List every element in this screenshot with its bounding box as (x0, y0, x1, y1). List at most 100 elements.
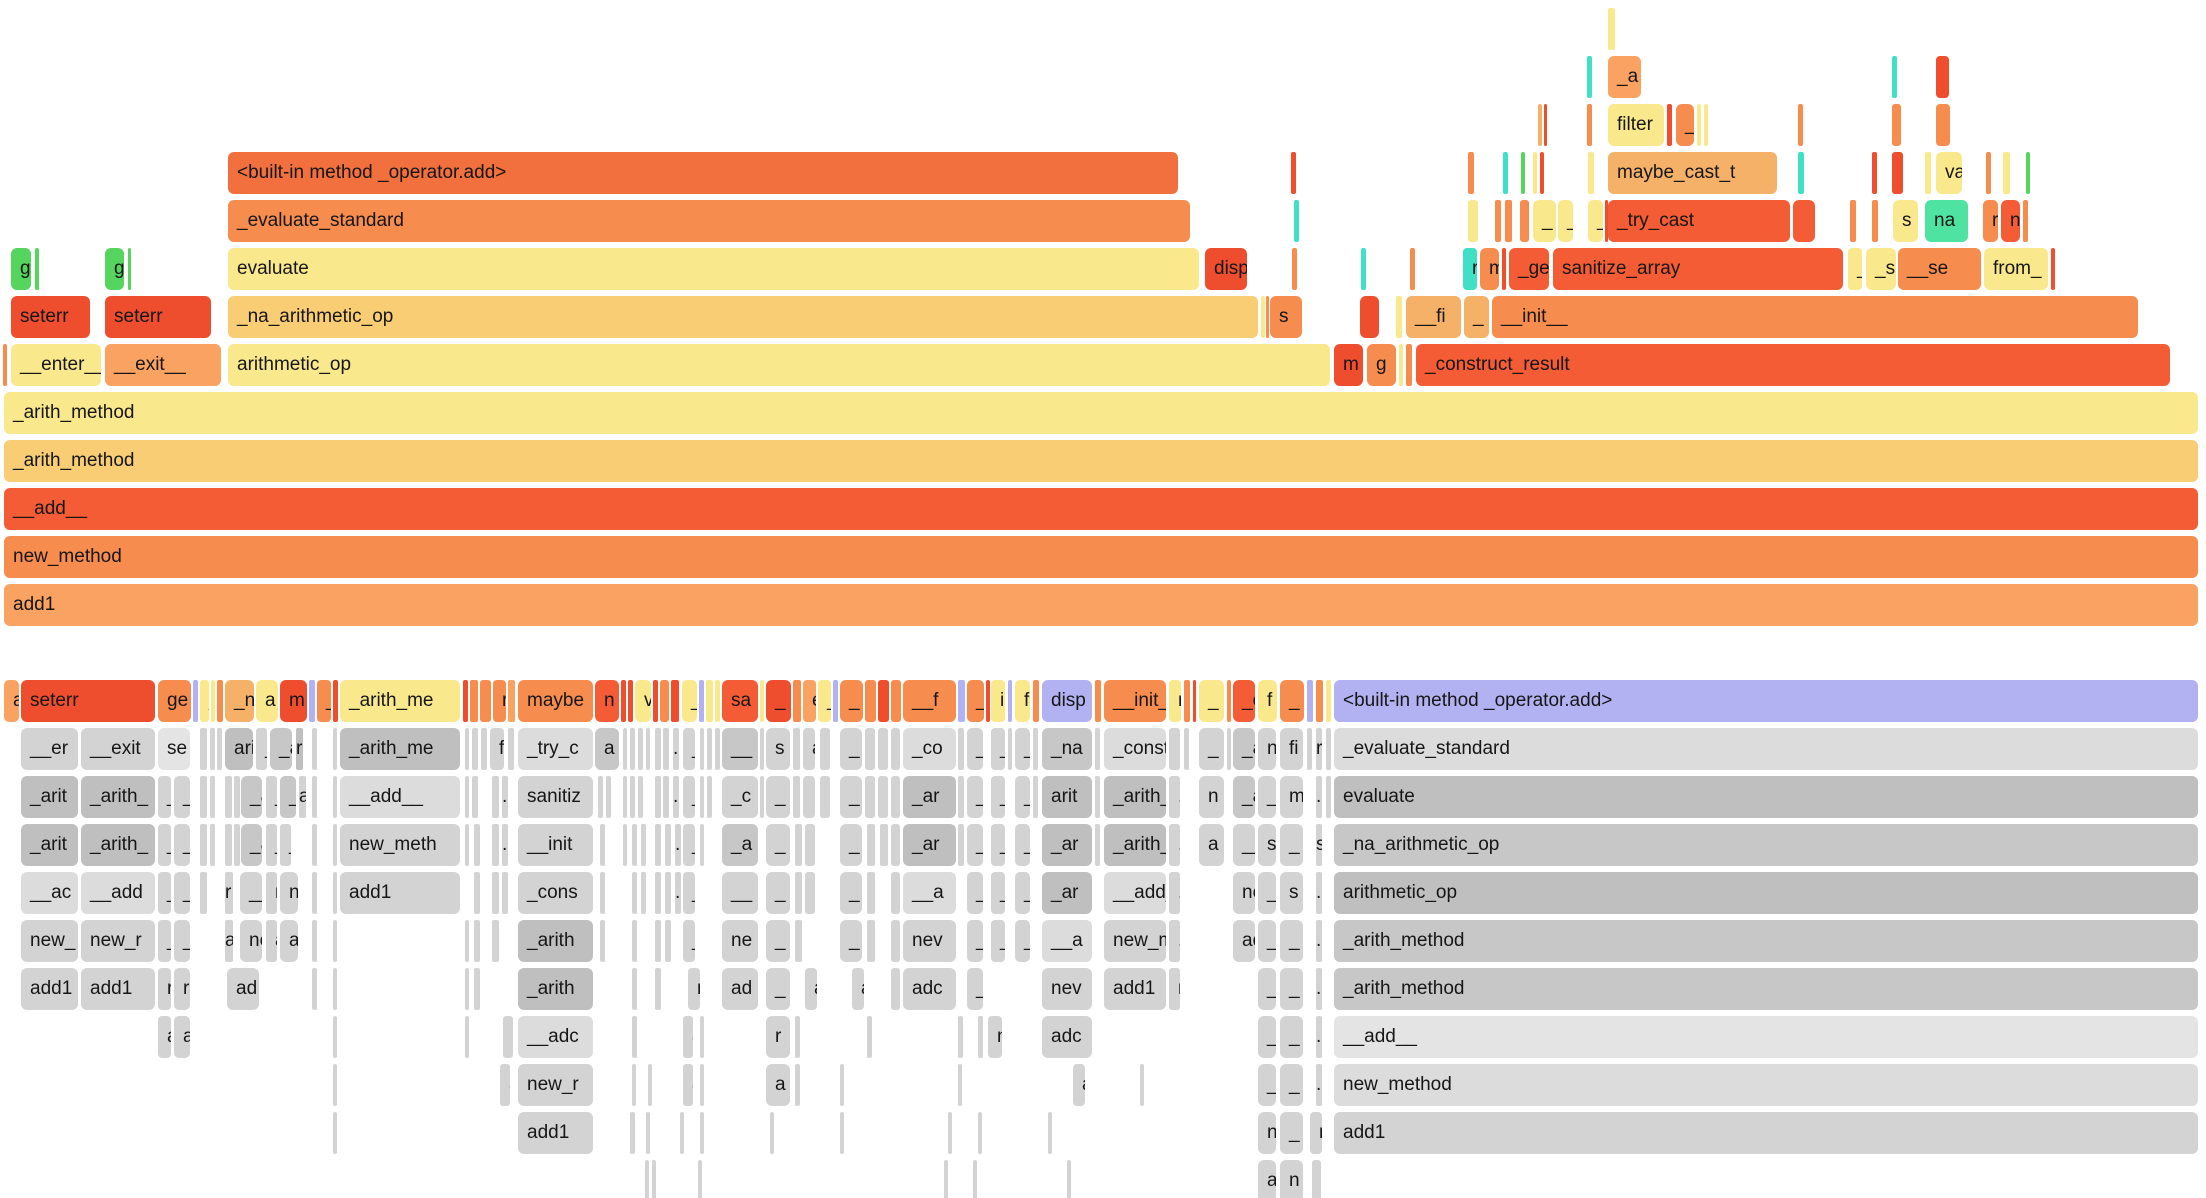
flame-frame-r[interactable]: r (158, 968, 171, 1010)
flame-frame-sliver[interactable] (1184, 680, 1190, 722)
flame-frame-sliver[interactable] (867, 824, 875, 866)
flame-frame-sliver[interactable] (312, 776, 317, 818)
flame-frame-_s[interactable]: _s (1866, 248, 1896, 290)
flame-frame-sliver[interactable] (508, 680, 515, 722)
flame-frame-sliver[interactable] (474, 872, 480, 914)
flame-frame-s[interactable]: s (1280, 872, 1303, 914)
flame-frame-_[interactable]: _ (766, 872, 790, 914)
flame-frame-__add[interactable]: __add (81, 872, 155, 914)
flame-frame-_[interactable]: _ (266, 824, 277, 866)
flame-frame-sliver[interactable] (1307, 728, 1312, 770)
flame-frame-_arith_method[interactable]: _arith_method (1334, 968, 2198, 1010)
flame-frame-nev[interactable]: nev (903, 920, 956, 962)
flame-frame-ari[interactable]: ari (225, 728, 253, 770)
flame-frame-_na_arithmetic_op[interactable]: _na_arithmetic_op (228, 296, 1258, 338)
flame-frame-arit[interactable]: arit (1042, 776, 1092, 818)
flame-frame-_[interactable]: _ (840, 920, 862, 962)
flame-frame-sliver[interactable] (1307, 680, 1313, 722)
flame-frame-_[interactable]: _ (1280, 920, 1303, 962)
flame-frame-_arith_[interactable]: _arith_ (81, 776, 155, 818)
flame-frame-_[interactable]: _ (967, 872, 983, 914)
flame-frame-sliver[interactable] (1495, 200, 1501, 242)
flame-frame-sliver[interactable] (655, 920, 661, 962)
flame-frame-sliver[interactable] (1608, 8, 1615, 50)
flame-frame-a[interactable]: a (1073, 1064, 1085, 1106)
flame-frame-_[interactable]: _ (683, 728, 695, 770)
flame-frame-sliver[interactable] (760, 776, 764, 818)
flame-frame-sliver[interactable] (508, 728, 514, 770)
flame-frame-_[interactable]: _ (967, 824, 983, 866)
flame-frame-sliver[interactable] (795, 920, 802, 962)
flame-frame-sliver[interactable] (655, 728, 661, 770)
flame-frame-_a[interactable]: _a (722, 824, 758, 866)
flame-frame-r[interactable]: r (688, 968, 700, 1010)
flame-frame-sliver[interactable] (760, 728, 764, 770)
flame-frame-sliver[interactable] (474, 920, 480, 962)
flame-frame-sliver[interactable] (865, 680, 876, 722)
flame-frame-sliver[interactable] (700, 1016, 704, 1058)
flame-frame-sliver[interactable] (210, 824, 215, 866)
flame-frame-_ar[interactable]: _ar (1042, 824, 1092, 866)
flame-frame-sliver[interactable] (680, 1112, 684, 1154)
flame-frame-new_method[interactable]: new_method (1334, 1064, 2198, 1106)
flame-frame-_[interactable]: _ (840, 680, 863, 722)
flame-frame-sliver[interactable] (833, 680, 838, 722)
flame-frame-sliver[interactable] (470, 680, 478, 722)
flame-frame-sliver[interactable] (958, 1016, 963, 1058)
flame-frame-_c[interactable]: _c (1233, 680, 1255, 722)
flame-frame-sliver[interactable] (715, 680, 720, 722)
flame-frame-sliver[interactable] (706, 680, 713, 722)
flame-frame-__[interactable]: _ _ (1533, 200, 1556, 242)
flame-frame-sliver[interactable] (638, 728, 643, 770)
flame-frame-sliver[interactable] (333, 824, 337, 866)
flame-frame-disp[interactable]: disp (1042, 680, 1092, 722)
flame-frame-sliver[interactable] (986, 680, 990, 722)
flame-frame-__a[interactable]: __a (903, 872, 956, 914)
flame-frame-sliver[interactable] (1399, 344, 1403, 386)
flame-frame-sliver[interactable] (1538, 104, 1542, 146)
flame-frame-sliver[interactable] (805, 824, 815, 866)
flame-frame-add1[interactable]: add1 (1104, 968, 1166, 1010)
flame-frame-_arith_method[interactable]: _arith_method (4, 392, 2198, 434)
flame-frame-sliver[interactable] (958, 728, 964, 770)
flame-frame-sliver[interactable] (700, 728, 704, 770)
flame-frame-sliver[interactable] (465, 728, 469, 770)
flame-frame-a[interactable]: a (803, 728, 815, 770)
flame-frame-sliver[interactable] (1048, 1112, 1052, 1154)
flame-frame-sliver[interactable] (1587, 56, 1592, 98)
flame-frame-sliver[interactable] (1291, 152, 1296, 194)
flame-frame-_[interactable]: _ (967, 968, 983, 1010)
flame-frame-add1[interactable]: add1 (21, 968, 78, 1010)
flame-frame-sliver[interactable] (312, 968, 317, 1010)
flame-frame-g[interactable]: g (1367, 344, 1396, 386)
flame-frame-adc[interactable]: adc (1042, 1016, 1092, 1058)
flame-frame-[interactable]: . (1316, 1016, 1322, 1058)
flame-frame-sliver[interactable] (1095, 680, 1101, 722)
flame-frame-sliver[interactable] (1936, 104, 1950, 146)
flame-frame-sliver[interactable] (1872, 200, 1878, 242)
flame-frame-sliver[interactable] (1925, 152, 1931, 194)
flame-frame-sliver[interactable] (958, 824, 964, 866)
flame-frame-sliver[interactable] (1261, 296, 1265, 338)
flame-frame-m[interactable]: m (1334, 344, 1363, 386)
flame-frame-a[interactable]: a (1199, 824, 1224, 866)
flame-frame-a[interactable]: a (500, 1064, 510, 1106)
flame-frame-sliver[interactable] (1095, 824, 1100, 866)
flame-frame-sliver[interactable] (630, 1112, 635, 1154)
flame-frame-[interactable]: . (891, 920, 900, 962)
flame-frame-sliver[interactable] (1361, 248, 1366, 290)
flame-frame-sliver[interactable] (878, 728, 888, 770)
flame-frame-sliver[interactable] (333, 776, 337, 818)
flame-frame-sliver[interactable] (715, 728, 720, 770)
flame-frame-__[interactable]: __ (722, 728, 758, 770)
flame-frame-m[interactable]: m (280, 680, 307, 722)
flame-frame-sliver[interactable] (665, 872, 671, 914)
flame-frame-sliver[interactable] (1505, 200, 1512, 242)
flame-frame-sliver[interactable] (623, 776, 627, 818)
selected-frame[interactable]: <built-in method _operator.add> (1334, 680, 2198, 722)
flame-frame-sliver[interactable] (660, 680, 669, 722)
flame-frame-_[interactable]: _ (1258, 1064, 1276, 1106)
flame-frame-__fi[interactable]: __fi (1406, 296, 1461, 338)
flame-frame-sliver[interactable] (312, 920, 317, 962)
flame-frame-sliver[interactable] (700, 776, 704, 818)
